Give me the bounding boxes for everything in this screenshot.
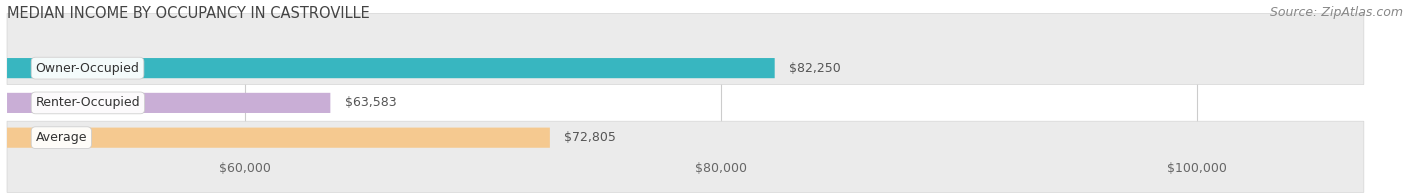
Text: $72,805: $72,805 (564, 131, 616, 144)
Text: Renter-Occupied: Renter-Occupied (35, 96, 141, 109)
FancyBboxPatch shape (7, 58, 775, 78)
Text: Average: Average (35, 131, 87, 144)
Text: $82,250: $82,250 (789, 62, 841, 75)
Text: MEDIAN INCOME BY OCCUPANCY IN CASTROVILLE: MEDIAN INCOME BY OCCUPANCY IN CASTROVILL… (7, 6, 370, 21)
FancyBboxPatch shape (7, 14, 1364, 85)
FancyBboxPatch shape (7, 121, 1364, 192)
Text: Source: ZipAtlas.com: Source: ZipAtlas.com (1270, 6, 1403, 19)
FancyBboxPatch shape (7, 93, 330, 113)
Text: Owner-Occupied: Owner-Occupied (35, 62, 139, 75)
Text: $63,583: $63,583 (344, 96, 396, 109)
FancyBboxPatch shape (7, 128, 550, 148)
